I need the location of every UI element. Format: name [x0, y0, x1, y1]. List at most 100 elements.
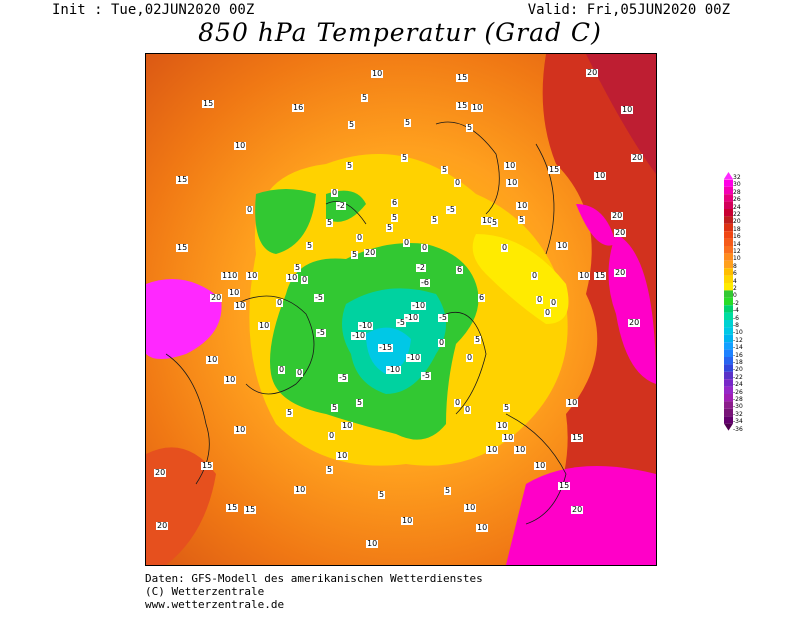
- contour-label: 20: [364, 248, 377, 257]
- contour-label: 0: [454, 178, 462, 187]
- contour-label: -10: [406, 353, 422, 362]
- footer-url[interactable]: www.wetterzentrale.de: [145, 598, 285, 611]
- legend-label: 28: [733, 188, 741, 196]
- contour-label: 20: [154, 468, 167, 477]
- legend-label: -36: [733, 425, 743, 433]
- legend-label: 16: [733, 233, 741, 241]
- footer-source: Daten: GFS-Modell des amerikanischen Wet…: [145, 572, 483, 585]
- contour-label: 10: [504, 161, 517, 170]
- contour-label: 10: [286, 273, 299, 282]
- legend-swatch: [724, 290, 733, 298]
- contour-label: -2: [416, 263, 426, 272]
- contour-label: 20: [611, 211, 624, 220]
- legend-swatch: [724, 394, 733, 402]
- contour-label: 0: [296, 368, 304, 377]
- contour-label: 10: [234, 301, 247, 310]
- contour-label: -5: [396, 318, 406, 327]
- contour-label: 20: [210, 293, 223, 302]
- legend-swatch: [724, 416, 733, 424]
- contour-label: 0: [550, 298, 558, 307]
- contour-label: 5: [326, 465, 334, 474]
- contour-label: 0: [356, 233, 364, 242]
- legend-swatch: [724, 297, 733, 306]
- contour-label: 10: [471, 103, 484, 112]
- hot-region-east: [526, 54, 656, 565]
- contour-label: 6: [391, 198, 399, 207]
- legend-label: -28: [733, 396, 743, 403]
- legend-swatch: [724, 186, 733, 195]
- valid-time-label: Valid: Fri,05JUN2020 00Z: [527, 2, 730, 18]
- contour-label: 20: [156, 521, 169, 530]
- contour-label: 10: [556, 241, 569, 250]
- contour-label: 5: [518, 215, 526, 224]
- contour-label: 5: [441, 165, 449, 174]
- legend-label: 0: [733, 292, 737, 300]
- contour-label: 15: [548, 165, 561, 174]
- contour-label: 10: [234, 425, 247, 434]
- contour-label: 0: [438, 338, 446, 347]
- contour-label: 0: [531, 271, 539, 280]
- contour-label: 10: [578, 271, 591, 280]
- contour-label: -10: [358, 321, 374, 330]
- contour-label: 15: [201, 461, 214, 470]
- contour-label: 10: [401, 516, 414, 525]
- legend-swatch: [724, 342, 733, 350]
- legend-label: -8: [733, 322, 739, 329]
- contour-label: 5: [401, 153, 409, 162]
- contour-label: 10: [516, 201, 529, 210]
- contour-label: 16: [292, 103, 305, 112]
- contour-label: 10: [594, 171, 607, 180]
- contour-label: 6: [456, 265, 464, 274]
- contour-label: -6: [420, 278, 430, 287]
- contour-label: 15: [226, 503, 239, 512]
- legend-label: 20: [733, 218, 741, 226]
- contour-label: 110: [221, 271, 239, 280]
- legend-swatch: [724, 379, 733, 387]
- contour-label: 5: [361, 93, 369, 102]
- contour-label: 20: [571, 505, 584, 514]
- contour-label: 0: [276, 298, 284, 307]
- temperature-map: 10 15 15 16 5 5 5 10 15 15 10 5 5 5 0 5 0 0 -2 6 5 5 5 10 5 15 20 5…: [145, 53, 657, 566]
- contour-label: 5: [378, 490, 386, 499]
- contour-label: -10: [404, 313, 420, 322]
- very-hot-west: [146, 279, 222, 359]
- legend-label: -10: [733, 329, 743, 337]
- legend-label: -6: [733, 314, 739, 322]
- legend-swatch: [724, 401, 733, 409]
- contour-label: -5: [438, 313, 448, 322]
- contour-label: 20: [586, 68, 599, 77]
- legend-label: -22: [733, 373, 743, 381]
- contour-label: -10: [411, 301, 427, 310]
- legend-label: -16: [733, 351, 743, 359]
- contour-label: -5: [421, 371, 431, 380]
- footer: Daten: GFS-Modell des amerikanischen Wet…: [145, 572, 483, 611]
- legend-swatch: [724, 386, 733, 394]
- contour-label: 5: [351, 250, 359, 259]
- contour-label: -15: [378, 343, 394, 352]
- contour-label: 10: [228, 288, 241, 297]
- contour-label: 15: [594, 271, 607, 280]
- legend-label: 24: [733, 203, 741, 211]
- legend-swatch: [724, 194, 733, 202]
- legend-swatch: [724, 305, 733, 313]
- legend-swatch: [724, 357, 733, 365]
- contour-label: 0: [246, 205, 254, 214]
- legend-label: 2: [733, 285, 737, 292]
- legend-label: -20: [733, 366, 743, 374]
- contour-label: 10: [234, 141, 247, 150]
- contour-label: 5: [286, 408, 294, 417]
- very-hot-southeast: [506, 466, 656, 565]
- contour-label: 10: [621, 105, 634, 114]
- contour-label: 5: [474, 335, 482, 344]
- legend-swatch: [724, 209, 733, 217]
- contour-label: 5: [294, 263, 302, 272]
- legend-label: -32: [733, 410, 743, 418]
- legend-label: 4: [733, 277, 737, 285]
- contour-label: 10: [566, 398, 579, 407]
- contour-label: -2: [336, 201, 346, 210]
- contour-label: 15: [202, 99, 215, 108]
- contour-label: 10: [246, 271, 259, 280]
- contour-label: -5: [338, 373, 348, 382]
- contour-label: 20: [614, 228, 627, 237]
- contour-label: 10: [341, 421, 354, 430]
